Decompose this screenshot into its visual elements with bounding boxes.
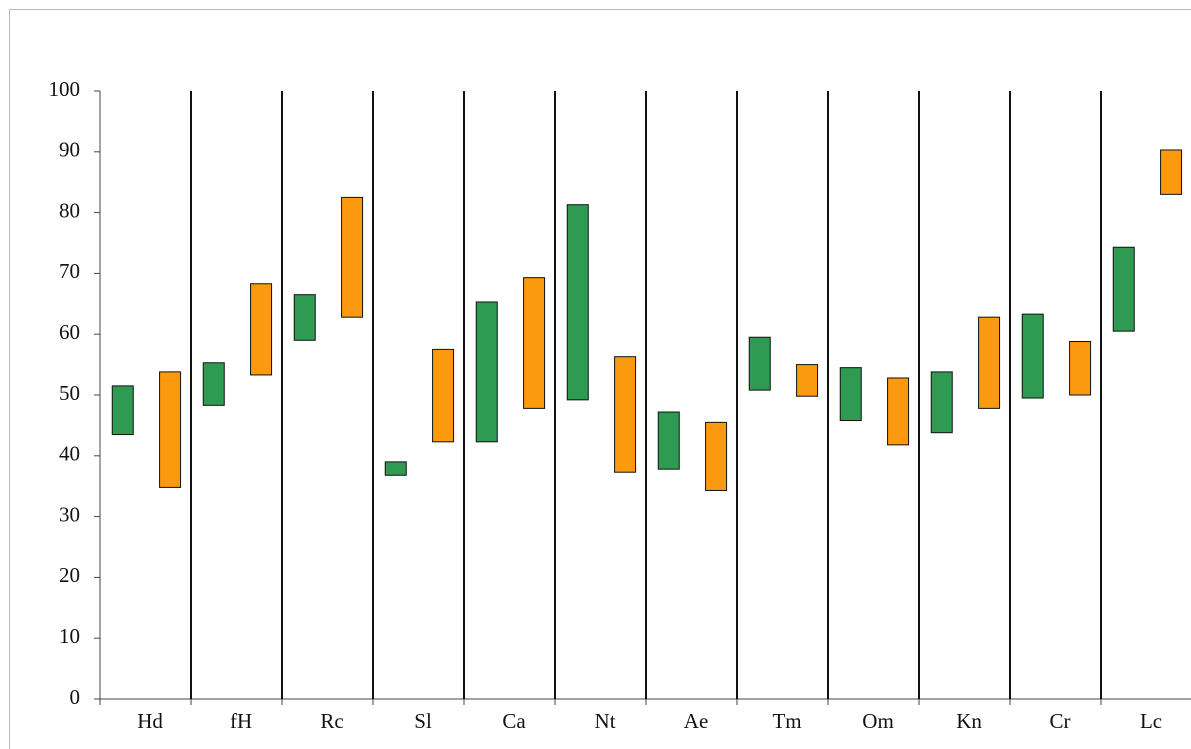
x-tick-label: Tm [772, 709, 801, 733]
x-tick-label: Om [862, 709, 894, 733]
range-bar [293, 294, 316, 341]
y-tick-label: 20 [59, 563, 80, 587]
x-tick-label: Kn [956, 709, 982, 733]
range-bar [341, 196, 364, 318]
y-tick-label: 50 [59, 381, 80, 405]
range-bar [1069, 340, 1092, 396]
y-tick-label: 40 [59, 442, 80, 466]
x-tick-label: Rc [320, 709, 343, 733]
x-tick-label: Lc [1140, 709, 1162, 733]
range-bar [657, 411, 680, 470]
range-bar [475, 301, 498, 443]
y-tick-label: 70 [59, 259, 80, 283]
y-tick-label: 0 [70, 685, 81, 709]
frame [9, 9, 1191, 749]
x-tick-label: Ca [502, 709, 526, 733]
y-tick-label: 60 [59, 320, 80, 344]
range-bar [1160, 149, 1183, 195]
range-bar [202, 362, 225, 406]
range-bar [523, 277, 546, 409]
range-bar [796, 364, 819, 397]
range-bar [839, 367, 862, 422]
range-bar [1021, 313, 1044, 399]
range-bar [930, 371, 953, 434]
range-bar [250, 283, 273, 376]
range-bar [384, 461, 407, 476]
x-tick-label: fH [230, 709, 252, 733]
range-bar [432, 348, 455, 443]
y-tick-label: 10 [59, 624, 80, 648]
x-tick-label: Nt [595, 709, 616, 733]
x-tick-label: Ae [684, 709, 709, 733]
y-tick-label: 80 [59, 198, 80, 222]
range-bar [111, 385, 134, 436]
x-tick-label: Hd [137, 709, 163, 733]
x-tick-label: Cr [1050, 709, 1071, 733]
range-bar [887, 377, 910, 446]
y-tick-label: 90 [59, 138, 80, 162]
range-bar [1112, 246, 1135, 332]
range-bar [614, 356, 637, 473]
range-bar [748, 336, 771, 391]
y-tick-label: 100 [49, 77, 81, 101]
range-bar [159, 371, 182, 488]
y-tick-label: 30 [59, 502, 80, 526]
range-bar [566, 204, 589, 401]
range-bar [705, 421, 728, 491]
range-bar [978, 316, 1001, 409]
x-tick-label: Sl [414, 709, 432, 733]
